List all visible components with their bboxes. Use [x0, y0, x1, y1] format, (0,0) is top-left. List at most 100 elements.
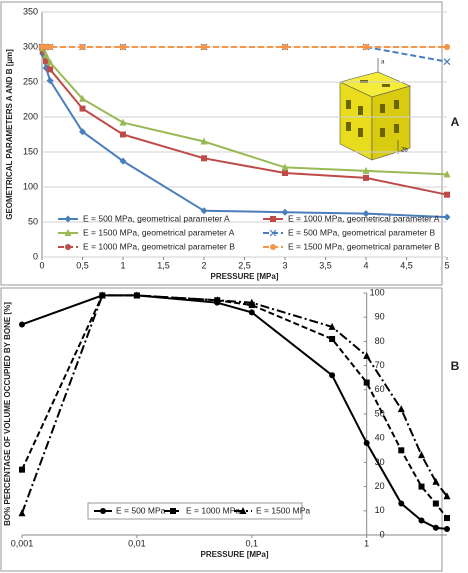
y-tick-label: 50 [375, 408, 385, 418]
panel-frame [0, 1, 443, 286]
y-axis-label: BO% PERCENTAGE OF VOLUME OCCUPIED BY BON… [3, 302, 12, 526]
marker [46, 58, 54, 66]
panel-label: B [451, 359, 460, 373]
marker [281, 208, 289, 216]
marker [201, 155, 207, 162]
y-tick-label: 10 [375, 505, 385, 515]
cube-inset [339, 58, 411, 161]
legend-marker [270, 216, 276, 222]
legend-marker [64, 229, 72, 236]
marker [443, 492, 451, 500]
legend-label: E = 500 MPa, geometrical parameter B [288, 227, 435, 237]
marker [329, 335, 336, 342]
marker [432, 477, 440, 485]
marker [363, 440, 370, 447]
x-tick-label: 1 [364, 538, 369, 548]
legend-marker [64, 215, 72, 223]
y-tick-label: 200 [23, 111, 38, 121]
marker [418, 517, 425, 524]
legend-label: E = 1000 MPa [186, 505, 240, 515]
marker [42, 51, 50, 59]
y-tick-label: 40 [375, 433, 385, 443]
legend-marker [270, 244, 276, 250]
marker [133, 291, 141, 299]
x-tick-label: 0,5 [76, 260, 89, 270]
marker [362, 210, 370, 218]
legend-label: E = 1000 MPa, geometrical parameter A [288, 213, 440, 223]
y-tick-label: 0 [33, 251, 38, 261]
x-axis-label: PRESSURE [MPa] [210, 272, 278, 281]
marker [282, 44, 288, 50]
marker [443, 213, 451, 221]
marker [248, 298, 256, 306]
legend-label: E = 1500 MPa, geometrical parameter A [83, 227, 235, 237]
x-tick-label: 0 [39, 260, 44, 270]
marker [79, 105, 86, 112]
marker [98, 291, 106, 299]
marker [432, 500, 439, 507]
legend-label: E = 1000 MPa, geometrical parameter B [83, 241, 235, 251]
series-line [42, 46, 448, 63]
inset-label: 2b [401, 148, 408, 154]
marker [120, 131, 126, 138]
marker [201, 44, 207, 50]
y-tick-label: 0 [380, 529, 385, 539]
legend-label: E = 1500 MPa [256, 505, 310, 515]
marker [79, 44, 86, 50]
x-tick-label: 0,01 [128, 538, 146, 548]
legend-label: E = 500 MPa [116, 505, 166, 515]
marker [119, 118, 127, 126]
marker [47, 44, 54, 50]
y-tick-label: 80 [375, 336, 385, 346]
marker [444, 44, 450, 50]
y-tick-label: 350 [23, 6, 38, 16]
legend-marker [65, 244, 71, 250]
marker [363, 379, 370, 386]
marker [43, 58, 50, 64]
legend-label: E = 1500 MPa, geometrical parameter B [288, 241, 440, 251]
marker [200, 137, 208, 145]
marker [79, 94, 86, 102]
panel-label: A [451, 115, 460, 129]
marker [119, 157, 127, 165]
x-tick-label: 3 [282, 260, 287, 270]
series-line [41, 46, 448, 176]
marker [443, 170, 451, 178]
marker [444, 525, 450, 532]
legend-marker [170, 508, 176, 514]
marker [46, 77, 54, 85]
y-tick-label: 60 [375, 384, 385, 394]
y-tick-label: 100 [370, 287, 385, 297]
x-tick-label: 4 [363, 260, 368, 270]
y-tick-label: 90 [375, 312, 385, 322]
marker [418, 451, 426, 459]
legend-marker [269, 229, 277, 237]
marker [363, 174, 369, 181]
legend-marker [100, 508, 106, 514]
y-tick-label: 50 [28, 216, 38, 226]
legend-box [87, 502, 303, 520]
marker [329, 372, 336, 379]
marker [282, 170, 288, 176]
x-tick-label: 2,5 [238, 260, 251, 270]
x-tick-label: 3,5 [319, 260, 332, 270]
marker [328, 322, 336, 330]
x-tick-label: 4,5 [400, 260, 413, 270]
marker [363, 351, 371, 359]
y-tick-label: 250 [23, 76, 38, 86]
marker [19, 321, 25, 328]
marker [213, 296, 221, 304]
marker [120, 44, 126, 50]
marker [418, 483, 425, 490]
y-tick-label: 100 [23, 181, 38, 191]
marker [79, 128, 86, 136]
marker [363, 44, 369, 50]
panel-frame [0, 287, 443, 572]
y-tick-label: 20 [375, 481, 385, 491]
x-tick-label: 1 [120, 260, 125, 270]
y-tick-label: 300 [23, 41, 38, 51]
y-tick-label: 150 [23, 146, 38, 156]
marker [443, 58, 451, 66]
legend-marker [239, 507, 247, 514]
